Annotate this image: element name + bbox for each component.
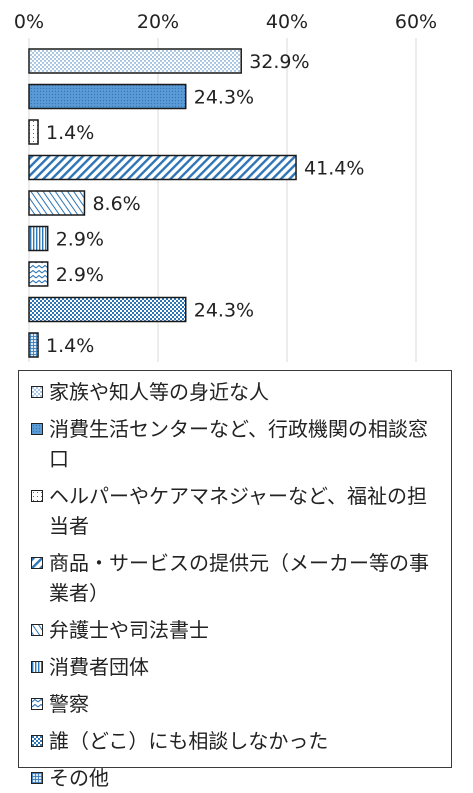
- legend-label: 消費者団体: [49, 655, 149, 679]
- bar: [28, 119, 39, 145]
- legend-item: その他: [31, 763, 443, 793]
- legend-label: 商品・サービスの提供元（メーカー等の事業者）: [49, 551, 429, 605]
- bar: [28, 261, 49, 287]
- data-label: 41.4%: [304, 158, 364, 180]
- legend-swatch: [31, 490, 43, 502]
- bar: [28, 332, 39, 358]
- bar: [28, 48, 242, 74]
- legend: 家族や知人等の身近な人消費生活センターなど、行政機関の相談窓口 ヘルパーやケアマネ…: [18, 370, 452, 790]
- data-label: 24.3%: [194, 300, 254, 322]
- legend-item: 消費者団体: [31, 652, 443, 682]
- x-tick-label: 20%: [137, 11, 179, 33]
- legend-swatch: [31, 423, 43, 435]
- data-label: 2.9%: [56, 229, 104, 251]
- legend-label: 家族や知人等の身近な人: [49, 380, 269, 404]
- data-label: 1.4%: [46, 335, 94, 357]
- legend-item: 弁護士や司法書士: [31, 615, 443, 645]
- legend-swatch: [31, 624, 43, 636]
- legend-swatch: [31, 735, 43, 747]
- legend-item: 家族や知人等の身近な人: [31, 377, 443, 407]
- legend-swatch: [31, 386, 43, 398]
- bar: [28, 296, 187, 323]
- legend-swatch: [31, 698, 43, 710]
- legend-item: 警察: [31, 689, 443, 719]
- legend-swatch: [31, 772, 43, 784]
- legend-label: 誰（どこ）にも相談しなかった: [49, 729, 329, 753]
- legend-item: ヘルパーやケアマネジャーなど、福祉の担当者: [31, 481, 443, 541]
- x-tick-label: 40%: [266, 11, 308, 33]
- data-label: 1.4%: [46, 122, 94, 144]
- data-label: 8.6%: [92, 193, 140, 215]
- bar: [28, 190, 86, 216]
- x-tick-label: 60%: [395, 11, 437, 33]
- legend-label: その他: [49, 766, 109, 790]
- legend-swatch: [31, 661, 43, 673]
- bar: [28, 225, 49, 252]
- data-label: 32.9%: [249, 51, 309, 73]
- bar: [28, 154, 297, 181]
- bar-chart: 0% 20% 40% 60% 32.9% 24.3% 1.4% 41.4% 8.6% 2.9% 2…: [14, 11, 437, 362]
- data-label: 2.9%: [56, 264, 104, 286]
- data-label: 24.3%: [194, 87, 254, 109]
- legend-item: 消費生活センターなど、行政機関の相談窓口: [31, 414, 443, 474]
- legend-swatch: [31, 557, 43, 569]
- legend-label: 警察: [49, 692, 89, 716]
- x-tick-label: 0%: [14, 11, 44, 33]
- legend-label: 消費生活センターなど、行政機関の相談窓口: [49, 417, 428, 471]
- bar: [28, 83, 187, 110]
- legend-item: 誰（どこ）にも相談しなかった: [31, 726, 443, 756]
- legend-item: 商品・サービスの提供元（メーカー等の事業者）: [31, 548, 443, 608]
- legend-label: ヘルパーやケアマネジャーなど、福祉の担当者: [49, 484, 427, 538]
- legend-label: 弁護士や司法書士: [49, 618, 209, 642]
